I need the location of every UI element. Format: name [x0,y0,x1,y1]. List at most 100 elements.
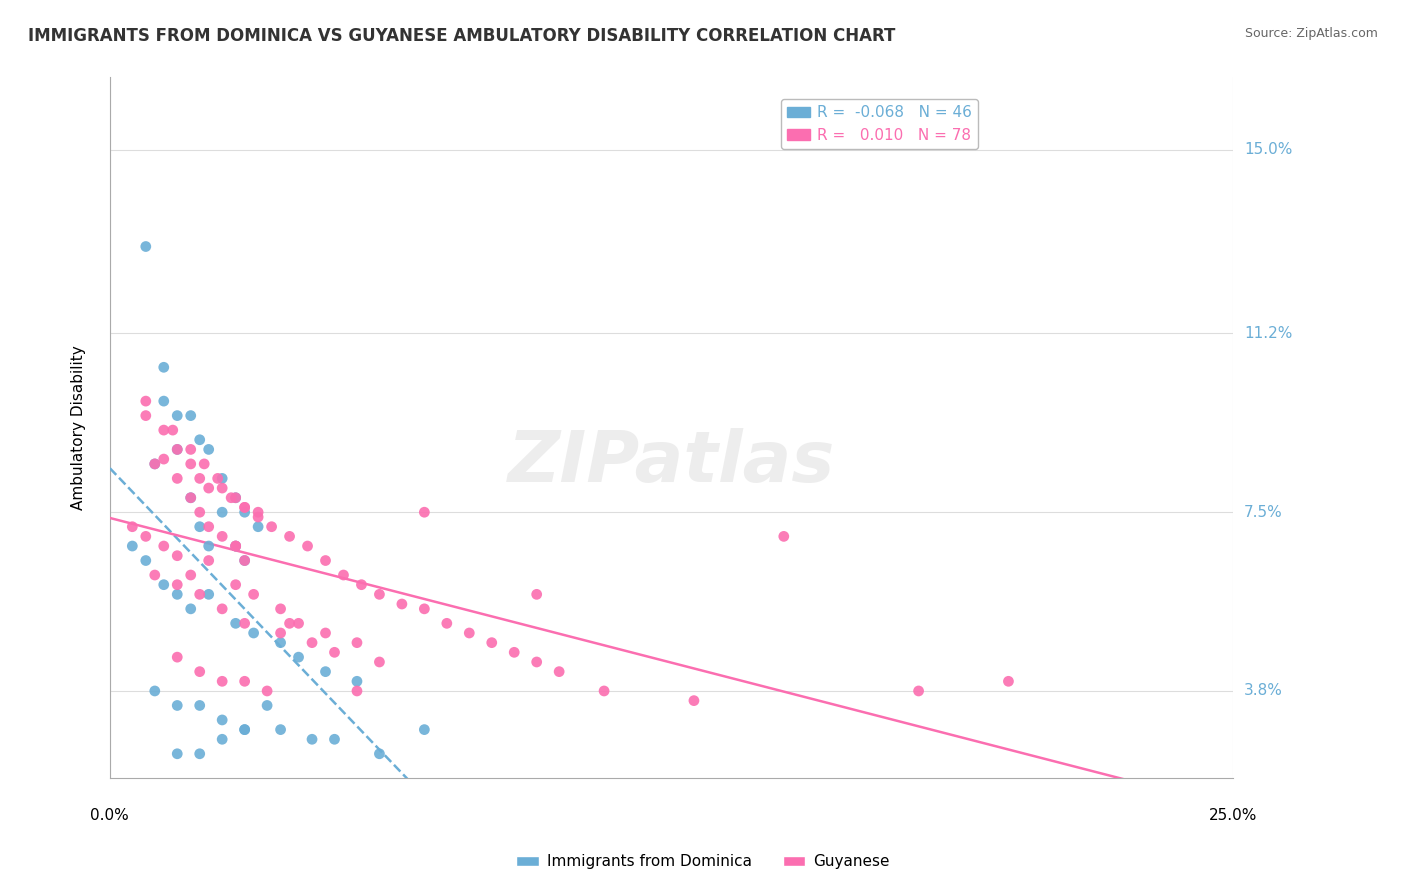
Point [121,519,143,533]
Point [413,602,436,616]
Point [197,519,219,533]
Point [211,713,233,727]
Text: 7.5%: 7.5% [1244,505,1282,520]
Point [211,529,233,543]
Point [143,457,166,471]
Point [152,360,174,375]
Point [323,732,346,747]
Text: ZIPatlas: ZIPatlas [508,428,835,497]
Point [346,674,368,689]
Point [166,442,188,457]
Point [247,510,270,524]
Point [225,577,247,591]
Point [368,655,391,669]
Point [233,674,256,689]
Point [526,655,548,669]
Point [135,409,157,423]
Point [242,587,264,601]
Point [350,577,373,591]
Point [207,471,229,485]
Point [391,597,413,611]
Point [233,723,256,737]
Point [233,505,256,519]
Point [225,539,247,553]
Point [297,539,319,553]
Point [211,505,233,519]
Point [166,650,188,665]
Point [166,587,188,601]
Text: 15.0%: 15.0% [1244,143,1292,157]
Point [166,409,188,423]
Point [152,452,174,467]
Point [323,645,346,659]
Point [152,423,174,437]
Legend: R =  -0.068   N = 46, R =   0.010   N = 78: R = -0.068 N = 46, R = 0.010 N = 78 [780,99,979,149]
Point [166,698,188,713]
Point [368,587,391,601]
Point [225,491,247,505]
Point [287,616,309,631]
Point [413,723,436,737]
Point [197,587,219,601]
Point [593,684,616,698]
Point [315,626,337,640]
Point [166,577,188,591]
Point [188,519,211,533]
Text: IMMIGRANTS FROM DOMINICA VS GUYANESE AMBULATORY DISABILITY CORRELATION CHART: IMMIGRANTS FROM DOMINICA VS GUYANESE AMB… [28,27,896,45]
Point [301,635,323,649]
Point [225,539,247,553]
Point [219,491,242,505]
Point [458,626,481,640]
Text: 3.8%: 3.8% [1244,683,1284,698]
Point [287,650,309,665]
Point [180,602,202,616]
Point [315,553,337,567]
Point [135,529,157,543]
Point [211,732,233,747]
Point [180,491,202,505]
Point [180,409,202,423]
Point [152,394,174,409]
Point [197,553,219,567]
Point [256,684,278,698]
Point [180,491,202,505]
Point [197,481,219,495]
Point [211,674,233,689]
Text: Source: ZipAtlas.com: Source: ZipAtlas.com [1244,27,1378,40]
Text: 25.0%: 25.0% [1209,808,1257,823]
Point [548,665,571,679]
Point [278,616,301,631]
Point [135,394,157,409]
Point [211,471,233,485]
Point [270,602,292,616]
Text: 0.0%: 0.0% [90,808,129,823]
Point [225,616,247,631]
Point [346,684,368,698]
Point [166,471,188,485]
Point [135,239,157,253]
Point [526,587,548,601]
Point [197,539,219,553]
Point [301,732,323,747]
Point [188,665,211,679]
Point [152,539,174,553]
Point [152,577,174,591]
Point [188,587,211,601]
Point [143,568,166,582]
Point [270,626,292,640]
Point [121,539,143,553]
Point [332,568,354,582]
Point [436,616,458,631]
Point [135,553,157,567]
Point [503,645,526,659]
Point [270,723,292,737]
Point [180,457,202,471]
Point [481,635,503,649]
Point [247,519,270,533]
Point [233,500,256,515]
Point [225,539,247,553]
Point [166,549,188,563]
Point [233,553,256,567]
Point [368,747,391,761]
Point [247,505,270,519]
